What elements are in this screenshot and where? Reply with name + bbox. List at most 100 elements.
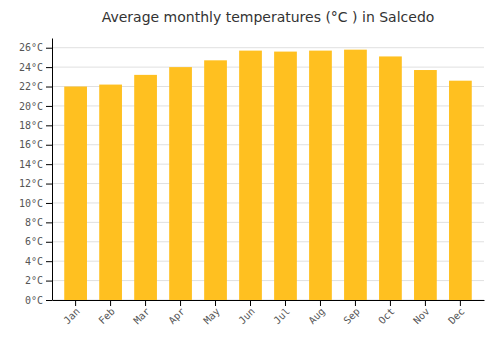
bar <box>414 70 437 300</box>
bar <box>379 56 402 300</box>
y-tick-label: 2°C <box>25 275 43 286</box>
y-tick-label: 12°C <box>19 178 43 189</box>
x-tick-mark <box>145 300 146 306</box>
x-tick-mark <box>180 300 181 306</box>
y-tick-mark <box>46 106 52 107</box>
y-tick: 6°C <box>25 236 52 247</box>
x-axis: Jan Feb Mar Apr May Jun Jul Aug Sep Oct Nov Dec <box>53 300 485 326</box>
x-tick-mark <box>285 300 286 306</box>
y-tick-mark <box>46 222 52 223</box>
x-tick-mark <box>250 300 251 306</box>
y-tick: 2°C <box>25 275 52 286</box>
x-tick: Jul <box>271 300 292 326</box>
y-tick-mark <box>46 67 52 68</box>
bar <box>134 75 157 300</box>
y-tick-mark <box>46 261 52 262</box>
y-tick-mark <box>46 87 52 88</box>
bars <box>64 50 472 300</box>
y-tick-mark <box>46 242 52 243</box>
x-tick-label: Jul <box>271 306 292 327</box>
x-tick-label: Jan <box>61 306 82 327</box>
x-tick-label: Feb <box>96 306 117 327</box>
y-tick-mark <box>46 281 52 282</box>
y-tick: 18°C <box>19 120 52 131</box>
x-tick-mark <box>390 300 391 306</box>
y-tick: 16°C <box>19 139 52 150</box>
y-tick-mark <box>46 145 52 146</box>
y-tick: 26°C <box>19 42 52 53</box>
x-tick-mark <box>215 300 216 306</box>
y-tick: 4°C <box>25 256 52 267</box>
y-tick-label: 22°C <box>19 81 43 92</box>
x-tick: Oct <box>376 300 397 326</box>
grid-line <box>52 47 484 48</box>
y-tick: 0°C <box>25 295 52 306</box>
y-tick-label: 8°C <box>25 217 43 228</box>
bar <box>99 85 122 300</box>
grid-line <box>52 67 484 68</box>
grid <box>52 48 484 300</box>
x-tick-label: Dec <box>446 306 467 327</box>
x-axis-line <box>53 300 485 301</box>
y-axis: 0°C 2°C 4°C 6°C 8°C 10°C 12°C 14°C 16°C 18°C 20°C 2… <box>19 39 53 306</box>
y-tick-label: 16°C <box>19 139 43 150</box>
x-tick: Dec <box>446 300 467 326</box>
x-tick-mark <box>75 300 76 306</box>
x-tick-label: Oct <box>376 306 397 327</box>
x-tick: May <box>201 300 222 326</box>
x-tick-mark <box>320 300 321 306</box>
x-tick: Sep <box>341 300 362 326</box>
y-tick-mark <box>46 184 52 185</box>
y-tick-mark <box>46 164 52 165</box>
y-tick: 22°C <box>19 81 52 92</box>
y-tick-mark <box>46 300 52 301</box>
y-tick-label: 24°C <box>19 62 43 73</box>
y-tick: 20°C <box>19 101 52 112</box>
y-tick-mark <box>46 48 52 49</box>
x-tick-label: Nov <box>411 306 432 327</box>
x-tick: Aug <box>306 300 327 326</box>
title: Average monthly temperatures (°C ) in Sa… <box>102 9 435 25</box>
bar <box>274 52 297 300</box>
x-tick-mark <box>425 300 426 306</box>
y-tick: 12°C <box>19 178 52 189</box>
bar <box>204 60 227 300</box>
bar <box>449 81 472 300</box>
bar <box>309 51 332 300</box>
x-tick-label: Sep <box>341 306 362 327</box>
y-tick-label: 10°C <box>19 198 43 209</box>
y-tick-mark <box>46 203 52 204</box>
x-tick: Jun <box>236 300 257 326</box>
x-tick: Apr <box>166 300 187 326</box>
plot-area: 0°C 2°C 4°C 6°C 8°C 10°C 12°C 14°C 16°C 18°C 20°C 2… <box>19 39 485 327</box>
chart-container: 0°C 2°C 4°C 6°C 8°C 10°C 12°C 14°C 16°C 18°C 20°C 2… <box>0 0 500 350</box>
bar <box>169 67 192 300</box>
x-tick: Nov <box>411 300 432 326</box>
y-tick-label: 6°C <box>25 236 43 247</box>
x-tick-mark <box>355 300 356 306</box>
x-tick: Jan <box>61 300 82 326</box>
x-tick-label: Apr <box>166 306 187 327</box>
x-tick-label: Jun <box>236 306 257 327</box>
y-tick: 8°C <box>25 217 52 228</box>
bar <box>239 51 262 300</box>
bar <box>64 87 87 300</box>
y-tick: 14°C <box>19 159 52 170</box>
x-tick: Feb <box>96 300 117 326</box>
y-tick-label: 14°C <box>19 159 43 170</box>
x-tick: Mar <box>131 300 152 326</box>
y-tick-label: 18°C <box>19 120 43 131</box>
y-tick-label: 0°C <box>25 295 43 306</box>
x-tick-label: May <box>201 306 222 327</box>
x-tick-mark <box>110 300 111 306</box>
y-tick: 24°C <box>19 62 52 73</box>
y-tick-label: 4°C <box>25 256 43 267</box>
x-tick-mark <box>460 300 461 306</box>
x-tick-label: Aug <box>306 306 327 327</box>
bar <box>344 50 367 300</box>
y-tick: 10°C <box>19 198 52 209</box>
y-tick-label: 20°C <box>19 101 43 112</box>
x-tick-label: Mar <box>131 306 152 327</box>
y-tick-mark <box>46 125 52 126</box>
chart-svg: 0°C 2°C 4°C 6°C 8°C 10°C 12°C 14°C 16°C 18°C 20°C 2… <box>0 0 500 350</box>
